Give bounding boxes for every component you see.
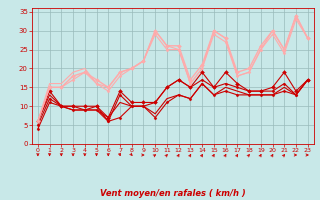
- Text: Vent moyen/en rafales ( km/h ): Vent moyen/en rafales ( km/h ): [100, 189, 246, 198]
